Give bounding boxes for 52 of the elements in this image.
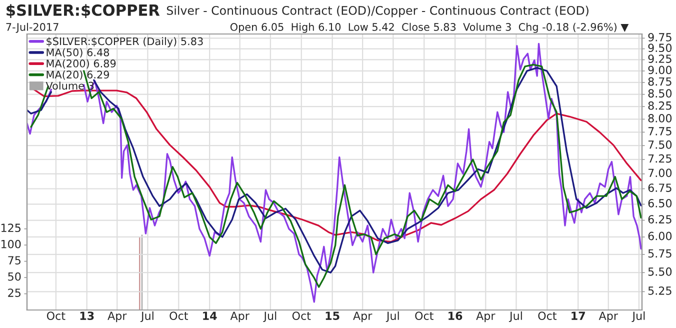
y-tick-label: 5.50 xyxy=(648,267,672,276)
x-tick-label: Jul xyxy=(386,311,399,322)
y-tick-label: 8.25 xyxy=(648,101,672,110)
legend-label: MA(200) 6.89 xyxy=(46,59,116,69)
y-tick-label: 6.25 xyxy=(648,215,672,224)
text: 7-Jul-2017 xyxy=(6,22,58,33)
y2-tick-label: 75 xyxy=(8,256,20,265)
x-tick-label: 17 xyxy=(572,312,585,320)
x-tick-label: Oct xyxy=(415,312,434,320)
x-tick-label: Apr xyxy=(476,312,496,322)
y-tick-label: 6.75 xyxy=(648,184,672,192)
chart-subtitle: Silver - Continuous Contract (EOD)/Copper - Continuous Contract (EOD) xyxy=(166,6,588,18)
y-tick-label: 7.75 xyxy=(648,127,672,136)
y-tick-label: 7.25 xyxy=(648,154,672,163)
text: Open 6.05 High 6.10 Low 5.42 Close 5.83 Volume 3 Chg -0.18 (-2.96%) ▼ xyxy=(230,22,629,33)
x-tick-label: Oct xyxy=(46,312,66,320)
x-tick-label: Oct xyxy=(538,312,557,320)
x-tick-label: Apr xyxy=(598,312,618,322)
y-tick-label: 6.50 xyxy=(648,199,672,208)
y-tick-label: 9.50 xyxy=(648,44,672,52)
y-tick-label: 5.75 xyxy=(648,249,672,258)
y-tick-label: 8.75 xyxy=(648,77,672,86)
x-tick-label: Jul xyxy=(263,311,276,322)
chart-title: $SILVER:$COPPER xyxy=(6,4,160,18)
y-tick-label: 8.50 xyxy=(648,89,672,98)
y2-tick-label: 100 xyxy=(1,240,21,248)
y-tick-label: 7.00 xyxy=(648,168,672,178)
x-tick-label: Oct xyxy=(170,312,188,320)
x-tick-label: 14 xyxy=(203,312,217,320)
x-tick-label: Jul xyxy=(508,311,522,322)
x-tick-label: Jul xyxy=(632,311,645,322)
x-tick-label: Jul xyxy=(140,311,154,322)
legend-label: MA(50) 6.48 xyxy=(46,48,110,58)
x-tick-label: 15 xyxy=(326,312,340,320)
x-tick-label: Apr xyxy=(353,312,372,322)
y-tick-label: 7.50 xyxy=(648,140,672,149)
legend-label: $SILVER:$COPPER (Daily) 5.83 xyxy=(46,37,203,48)
x-tick-label: Apr xyxy=(230,312,250,322)
legend-label: MA(20) 6.29 xyxy=(46,70,110,80)
y-tick-label: 9.75 xyxy=(648,33,672,42)
y2-tick-label: 50 xyxy=(8,272,21,281)
x-tick-label: 16 xyxy=(448,312,462,320)
x-tick-label: Oct xyxy=(292,312,311,320)
x-tick-label: Apr xyxy=(108,312,127,322)
y-tick-label: 9.25 xyxy=(648,54,672,63)
y-tick-label: 6.00 xyxy=(648,232,672,240)
y2-tick-label: 125 xyxy=(1,224,20,232)
y-tick-label: 5.25 xyxy=(648,286,672,295)
y-tick-label: 8.00 xyxy=(648,114,672,122)
x-tick-label: 13 xyxy=(80,312,94,320)
y-tick-label: 9.00 xyxy=(648,66,672,74)
y2-tick-label: 25 xyxy=(8,288,20,297)
